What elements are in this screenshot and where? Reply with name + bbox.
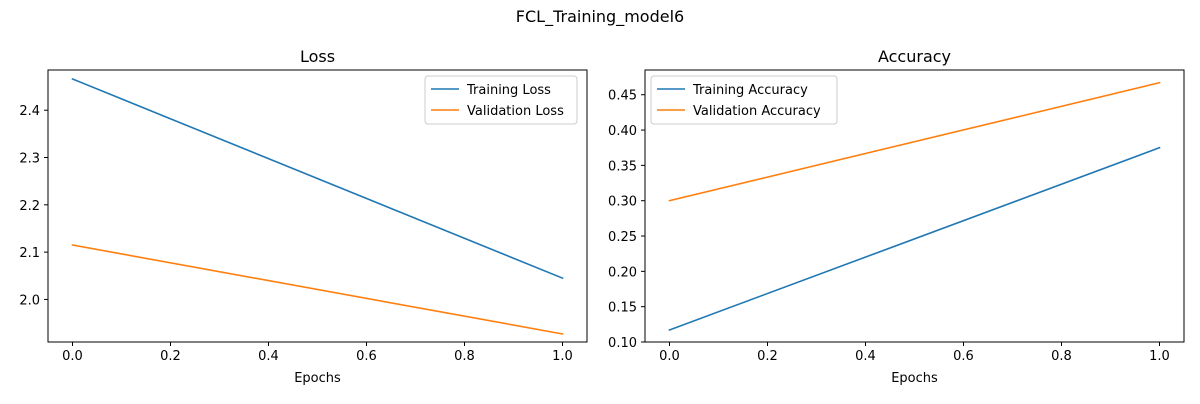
accuracy-series-line-1	[668, 146, 1161, 332]
loss-y-tick-label: 2.1	[19, 246, 40, 261]
loss-y-tick-label: 2.2	[19, 199, 40, 214]
accuracy-legend-label-2: Validation Accuracy	[693, 104, 821, 119]
accuracy-x-tick-label: 0.0	[659, 349, 680, 364]
accuracy-chart-panel: Accuracy 0.0 0.2 0.4 0.6 0.8 1.0 0.10 0.15 0.20 0.…	[608, 47, 1185, 386]
loss-y-tick-label: 2.0	[19, 293, 40, 308]
accuracy-x-tick-label: 0.2	[757, 349, 778, 364]
accuracy-legend-box	[650, 75, 838, 125]
accuracy-y-tick-label: 0.10	[608, 336, 637, 351]
loss-plot-frame	[47, 69, 588, 343]
accuracy-legend-label-1: Training Accuracy	[692, 83, 808, 98]
figure-title: FCL_Training_model6	[516, 7, 684, 27]
accuracy-x-axis-label: Epochs	[891, 371, 938, 386]
loss-legend-box	[424, 75, 578, 125]
loss-legend-label-2: Validation Loss	[467, 104, 564, 119]
accuracy-y-tick-label: 0.30	[608, 195, 637, 210]
accuracy-x-tick-label: 1.0	[1149, 349, 1170, 364]
accuracy-chart-title: Accuracy	[878, 47, 951, 66]
loss-series-line-1	[71, 77, 564, 280]
loss-series-line-2	[71, 244, 564, 335]
accuracy-x-tick-label: 0.6	[953, 349, 974, 364]
loss-x-axis-label: Epochs	[294, 371, 341, 386]
accuracy-y-tick-label: 0.45	[608, 89, 637, 104]
accuracy-y-tick-label: 0.40	[608, 124, 637, 139]
loss-chart-title: Loss	[300, 47, 335, 66]
accuracy-y-tick-label: 0.25	[608, 230, 637, 245]
loss-x-tick-label: 0.0	[62, 349, 83, 364]
accuracy-plot-frame	[644, 69, 1185, 343]
loss-x-tick-label: 0.2	[160, 349, 181, 364]
accuracy-x-tick-label: 0.4	[855, 349, 876, 364]
loss-legend: Training Loss Validation Loss	[424, 75, 578, 125]
accuracy-y-tick-label: 0.20	[608, 265, 637, 280]
loss-y-tick-label: 2.3	[19, 152, 40, 167]
accuracy-y-tick-label: 0.15	[608, 301, 637, 316]
accuracy-legend: Training Accuracy Validation Accuracy	[650, 75, 838, 125]
loss-y-tick-label: 2.4	[19, 104, 40, 119]
loss-x-tick-label: 0.8	[454, 349, 475, 364]
loss-chart-panel: Loss 0.0 0.2 0.4 0.6 0.8 1.0 2.0 2.1 2.2 2.3 2.4 Epo…	[19, 47, 588, 386]
loss-x-tick-label: 0.4	[258, 349, 279, 364]
loss-legend-label-1: Training Loss	[466, 83, 551, 98]
loss-x-tick-label: 1.0	[552, 349, 573, 364]
accuracy-series-line-2	[668, 81, 1161, 202]
accuracy-y-tick-label: 0.35	[608, 159, 637, 174]
loss-x-tick-label: 0.6	[356, 349, 377, 364]
accuracy-x-tick-label: 0.8	[1051, 349, 1072, 364]
